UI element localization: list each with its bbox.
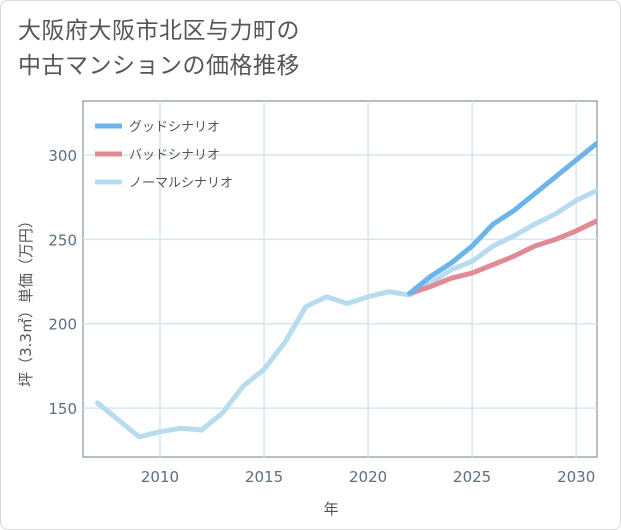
series-line-2 bbox=[95, 187, 597, 440]
legend-label: バッドシナリオ bbox=[129, 148, 220, 163]
y-tick-label: 300 bbox=[48, 147, 77, 165]
legend-label: ノーマルシナリオ bbox=[129, 176, 233, 191]
x-tick-label: 2010 bbox=[141, 468, 179, 486]
series-line-0 bbox=[407, 140, 597, 296]
series-line-1 bbox=[407, 218, 597, 296]
plot-area bbox=[82, 100, 598, 458]
y-axis-label: 坪（3.3㎡）単価（万円） bbox=[17, 213, 35, 387]
y-tick-label: 150 bbox=[48, 400, 77, 418]
chart-title-line1: 大阪府大阪市北区与力町の bbox=[18, 18, 300, 44]
x-tick-label: 2025 bbox=[453, 468, 491, 486]
chart-title-line2: 中古マンションの価格推移 bbox=[18, 53, 300, 79]
y-tick-label: 200 bbox=[48, 316, 77, 334]
series-layer bbox=[95, 140, 597, 440]
x-tick-label: 2020 bbox=[349, 468, 387, 486]
x-tick-label: 2030 bbox=[557, 468, 595, 486]
series-group bbox=[95, 140, 597, 440]
axis-ticks: 2010 2015 2020 2025 2030 150 200 250 300 bbox=[48, 147, 595, 486]
x-tick-label: 2015 bbox=[245, 468, 283, 486]
x-axis-label: 年 bbox=[323, 500, 338, 518]
chart-title: 大阪府大阪市北区与力町の 中古マンションの価格推移 bbox=[18, 14, 300, 84]
grid bbox=[83, 101, 597, 457]
legend-label: グッドシナリオ bbox=[129, 120, 220, 135]
y-tick-label: 250 bbox=[48, 231, 77, 249]
